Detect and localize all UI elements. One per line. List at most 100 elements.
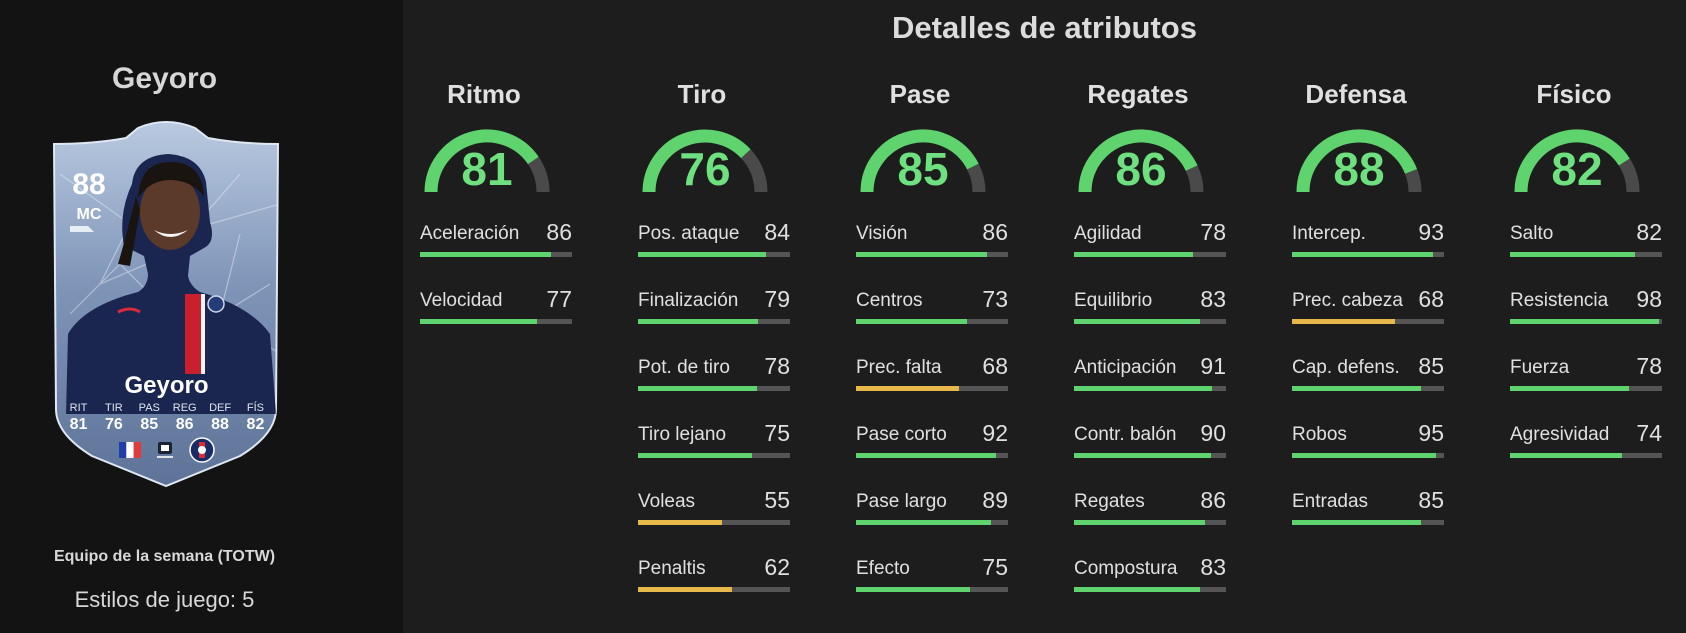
card-stat-value: 88 (211, 416, 229, 433)
attribute-name: Compostura (1074, 558, 1178, 579)
attribute-row: Robos 95 (1292, 420, 1454, 476)
attribute-name: Velocidad (420, 290, 503, 311)
attribute-name: Pase corto (856, 424, 947, 445)
attribute-bar-track (1292, 252, 1444, 257)
category-2: Pase 85 Visión 86 Centros 73 Prec. falta 68 Pase… (839, 0, 1057, 633)
attribute-bar-fill (1074, 252, 1193, 257)
league-badge-icon (156, 442, 173, 458)
attribute-row: Agresividad 74 (1510, 420, 1672, 476)
attribute-bar-track (1074, 319, 1226, 324)
attribute-bar-fill (856, 453, 996, 458)
card-stat-label: FÍS (246, 402, 265, 414)
gauge-track (966, 163, 986, 193)
attribute-value: 68 (1418, 286, 1444, 312)
attribute-bar-track (856, 587, 1008, 592)
attribute-bar-track (638, 386, 790, 391)
attribute-value: 83 (1200, 554, 1226, 580)
attribute-bar-track (1074, 587, 1226, 592)
attribute-bar-fill (1074, 386, 1213, 391)
attribute-value: 78 (1200, 219, 1226, 245)
attribute-value: 55 (764, 487, 790, 513)
attribute-name: Tiro lejano (638, 424, 727, 445)
attribute-bar-track (1292, 319, 1444, 324)
category-rating: 82 (1551, 143, 1603, 195)
attribute-bar-fill (420, 252, 551, 257)
attribute-row: Pase corto 92 (856, 420, 1018, 476)
card-stat-label: REG (172, 402, 197, 414)
gauge-track (740, 149, 768, 193)
attribute-bar-fill (856, 520, 992, 525)
card-frame (52, 121, 280, 488)
attribute-value: 84 (764, 219, 790, 245)
attribute-name: Agilidad (1074, 223, 1142, 244)
attribute-bar-track (1074, 386, 1226, 391)
attribute-value: 90 (1200, 420, 1226, 446)
attribute-bar-fill (856, 319, 967, 324)
card-stat: DEF 88 (204, 402, 237, 434)
attribute-row: Regates 86 (1074, 487, 1236, 543)
category-1: Tiro 76 Pos. ataque 84 Finalización 79 Pot. de… (621, 0, 839, 633)
attribute-bar-track (638, 587, 790, 592)
attribute-name: Equilibrio (1074, 290, 1153, 311)
attribute-bar-fill (638, 453, 752, 458)
category-gauge (1078, 129, 1204, 193)
attribute-row: Anticipación 91 (1074, 353, 1236, 409)
attribute-row: Salto 82 (1510, 219, 1672, 275)
card-stat-label: TIR (105, 402, 123, 414)
attribute-value: 74 (1636, 420, 1662, 446)
gauge-fill (642, 129, 751, 193)
attribute-value: 68 (982, 353, 1008, 379)
attribute-row: Pot. de tiro 78 (638, 353, 800, 409)
attribute-bar-fill (1292, 386, 1422, 391)
attribute-name: Contr. balón (1074, 424, 1177, 445)
attribute-value: 62 (764, 554, 790, 580)
attribute-row: Centros 73 (856, 286, 1018, 342)
attribute-value: 86 (982, 219, 1008, 245)
attribute-bar-track (638, 252, 790, 257)
attribute-name: Visión (856, 223, 908, 244)
attribute-row: Efecto 75 (856, 554, 1018, 610)
player-name-heading: Geyoro (111, 62, 218, 95)
attribute-bar-track (856, 319, 1008, 324)
attribute-value: 93 (1418, 219, 1444, 245)
gauge-track (1404, 168, 1422, 193)
category-rating: 86 (1115, 143, 1167, 195)
player-card[interactable]: 88 MC Geyoro RIT 81 TIR 76 PAS 85 REG 86 DEF… (40, 114, 293, 489)
card-stat-label: DEF (209, 402, 232, 414)
category-rating: 85 (897, 143, 949, 195)
category-0: Ritmo 81 Aceleración 86 Velocidad 77 (403, 0, 621, 633)
card-stat-value: 82 (246, 416, 265, 433)
attribute-name: Cap. defens. (1292, 357, 1400, 378)
attribute-row: Visión 86 (856, 219, 1018, 275)
attribute-bar-track (1292, 453, 1444, 458)
category-title: Tiro (677, 79, 727, 109)
attribute-name: Intercep. (1292, 223, 1366, 244)
card-stat-value: 85 (140, 416, 159, 433)
card-stat: TIR 76 (97, 402, 130, 434)
player-panel: Geyoro (0, 0, 403, 633)
club-crest-icon (188, 437, 215, 463)
attribute-name: Regates (1074, 491, 1145, 512)
category-gauge (642, 129, 768, 193)
card-stat: PAS 85 (133, 402, 166, 434)
attribute-bar-fill (638, 319, 759, 324)
attribute-name: Centros (856, 290, 923, 311)
attribute-bar-fill (1510, 453, 1623, 458)
gauge-fill (860, 129, 979, 193)
attribute-name: Robos (1292, 424, 1347, 445)
category-title: Defensa (1305, 79, 1407, 109)
attribute-bar-track (638, 319, 790, 324)
section-title: Detalles de atributos (892, 10, 1197, 45)
card-stat: RIT 81 (62, 402, 95, 434)
attribute-value: 91 (1200, 353, 1226, 379)
card-stat: REG 86 (168, 402, 201, 434)
playstyles-count: Estilos de juego: 5 (74, 587, 255, 612)
attribute-bar-fill (1292, 319, 1396, 324)
attribute-bar-fill (856, 252, 987, 257)
attribute-bar-track (1074, 252, 1226, 257)
category-rating: 81 (461, 143, 513, 195)
attribute-row: Equilibrio 83 (1074, 286, 1236, 342)
attribute-row: Agilidad 78 (1074, 219, 1236, 275)
attribute-name: Pase largo (856, 491, 947, 512)
attribute-bar-track (420, 252, 572, 257)
